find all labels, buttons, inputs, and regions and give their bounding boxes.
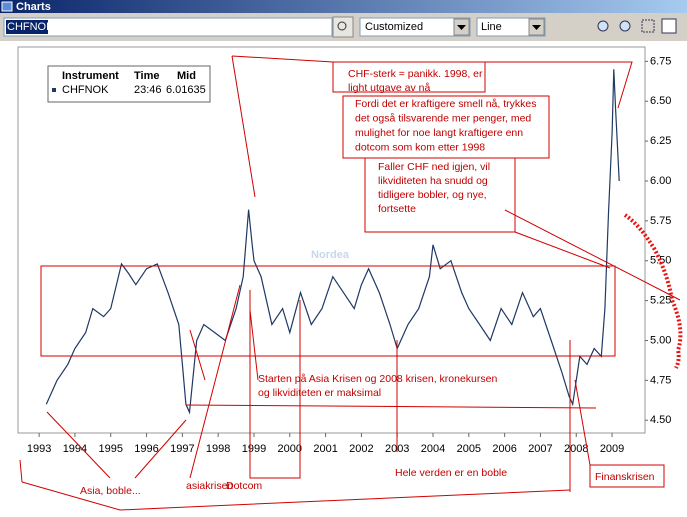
symbol-input[interactable]: [3, 17, 333, 37]
watermark: Nordea: [311, 249, 350, 261]
x-tick-label: 1996: [134, 443, 158, 455]
x-tick-label: 1995: [99, 443, 123, 455]
x-tick-label: 2005: [457, 443, 481, 455]
info-header: Time: [134, 70, 159, 82]
info-time: 23:46: [134, 84, 162, 96]
app-icon: [1, 1, 13, 12]
x-tick-label: 2009: [600, 443, 624, 455]
legend-label: CHFNOK: [62, 84, 109, 96]
x-tick-label: 2008: [564, 443, 588, 455]
y-tick-label: 4.75: [650, 374, 671, 386]
annotation: Starten på Asia Krisen og 2008 krisen, k…: [258, 373, 497, 385]
x-tick-label: 2006: [492, 443, 516, 455]
x-tick-label: 1998: [206, 443, 230, 455]
y-tick-label: 6.50: [650, 95, 671, 107]
annotation: Asia, boble...: [80, 485, 141, 497]
x-tick-label: 2004: [421, 443, 445, 455]
annotation: Hele verden er en boble: [395, 467, 507, 479]
annotation: og likviditeten er maksimal: [258, 387, 381, 399]
style-select[interactable]: [476, 17, 546, 37]
x-tick-label: 2001: [313, 443, 337, 455]
annotation: fortsette: [378, 203, 416, 215]
title-bar: [0, 0, 687, 13]
grid-button[interactable]: [641, 19, 655, 33]
annotation: dotcom som kom etter 1998: [355, 141, 485, 153]
annotation: CHF-sterk = panikk. 1998, er: [348, 68, 483, 80]
annotation: asiakrisen: [186, 480, 233, 492]
y-tick-label: 6.00: [650, 175, 671, 187]
y-tick-label: 5.75: [650, 215, 671, 227]
annotation: tidligere bobler, og nye,: [378, 189, 487, 201]
x-tick-label: 2002: [349, 443, 373, 455]
x-tick-label: 1993: [27, 443, 51, 455]
x-tick-label: 1999: [242, 443, 266, 455]
y-tick-label: 5.25: [650, 295, 671, 307]
annotation: Faller CHF ned igjen, vil: [378, 161, 490, 173]
dropdown-arrow: [532, 25, 541, 30]
options-button[interactable]: [661, 18, 677, 34]
annotation: mulighet for noe langt kraftigere enn: [355, 127, 523, 139]
x-tick-label: 2007: [528, 443, 552, 455]
search-icon: [337, 21, 347, 31]
search-button[interactable]: [332, 16, 354, 38]
y-tick-label: 6.25: [650, 135, 671, 147]
info-header: Mid: [177, 70, 196, 82]
annotation: Finanskrisen: [595, 471, 655, 483]
y-tick-label: 5.00: [650, 334, 671, 346]
x-tick-label: 1997: [170, 443, 194, 455]
legend-swatch: [52, 88, 56, 92]
plot-area: [17, 46, 646, 434]
annotation: light utgave av nå: [348, 82, 430, 94]
y-tick-label: 6.75: [650, 55, 671, 67]
y-tick-label: 4.50: [650, 414, 671, 426]
annotation: likviditeten ha snudd og: [378, 175, 488, 187]
annotation: Dotcom: [226, 480, 262, 492]
window-title: Charts: [16, 1, 51, 13]
x-tick-label: 1994: [63, 443, 87, 455]
info-box: [47, 65, 211, 103]
info-mid: 6.01635: [166, 84, 206, 96]
annotation: Fordi det er kraftigere smell nå, trykke…: [355, 98, 536, 110]
symbol-text: CHFNOK: [7, 21, 54, 33]
info-header: Instrument: [62, 70, 119, 82]
selection: [6, 20, 48, 34]
zoom-in-button[interactable]: [597, 20, 609, 32]
view-select[interactable]: [359, 17, 471, 37]
y-tick-label: 5.50: [650, 255, 671, 267]
style-text: Line: [481, 21, 502, 33]
view-text: Customized: [365, 21, 423, 33]
x-tick-label: 2000: [278, 443, 302, 455]
red-drawing: [19, 55, 683, 511]
dropdown-arrow: [457, 25, 466, 30]
annotation: det også tilsvarende mer penger, med: [355, 112, 531, 124]
zoom-out-button[interactable]: [619, 20, 631, 32]
